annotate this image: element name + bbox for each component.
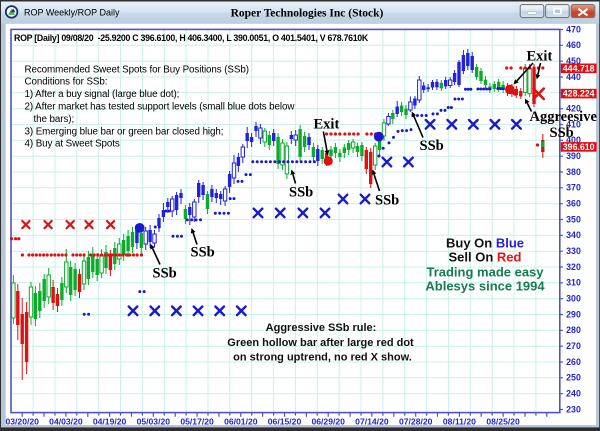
svg-text:320: 320 [566,262,581,272]
svg-text:SSb: SSb [289,185,313,201]
svg-text:Aggressive SSb rule:: Aggressive SSb rule: [266,322,377,334]
svg-text:400: 400 [566,135,581,145]
svg-text:Roper Technologies Inc (Stock): Roper Technologies Inc (Stock) [231,8,384,20]
svg-text:280: 280 [566,325,581,335]
svg-text:Conditions for SSb:: Conditions for SSb: [25,77,108,88]
svg-text:07/14/20: 07/14/20 [355,416,389,426]
svg-text:290: 290 [566,309,581,319]
svg-text:340: 340 [566,230,581,240]
svg-text:Recommended Sweet Spots for Bu: Recommended Sweet Spots for Buy Position… [25,64,249,75]
svg-text:300: 300 [566,294,581,304]
svg-text:350: 350 [566,214,581,224]
svg-text:04/19/20: 04/19/20 [93,416,127,426]
svg-text:on strong uptrend, no red X sh: on strong uptrend, no red X show. [233,352,412,364]
svg-text:380: 380 [566,167,581,177]
svg-text:390: 390 [566,151,581,161]
svg-text:2) After market has tested sup: 2) After market has tested support level… [25,102,296,113]
svg-text:Exit: Exit [314,117,340,133]
svg-text:Sell On Red: Sell On Red [449,250,522,265]
svg-text:04/03/20: 04/03/20 [49,416,83,426]
svg-text:SSb: SSb [191,245,215,261]
svg-text:Green hollow bar after large r: Green hollow bar after large red dot [227,337,414,349]
svg-text:360: 360 [566,199,581,209]
svg-text:4) Buy at Sweet Spots: 4) Buy at Sweet Spots [25,139,120,150]
svg-text:270: 270 [566,341,581,351]
svg-text:ROP [Daily] 09/08/20 -25.9200: ROP [Daily] 09/08/20 -25.9200 C 396.6100… [14,33,369,43]
svg-text:470: 470 [566,24,581,34]
svg-text:08/11/20: 08/11/20 [443,416,476,426]
svg-text:460: 460 [566,40,581,50]
svg-text:05/03/20: 05/03/20 [137,416,171,426]
svg-text:310: 310 [566,278,581,288]
svg-text:06/29/20: 06/29/20 [311,416,345,426]
svg-text:444.718: 444.718 [563,63,595,73]
svg-text:SSb: SSb [375,193,399,209]
svg-text:330: 330 [566,246,581,256]
svg-text:230: 230 [566,404,581,414]
svg-text:06/15/20: 06/15/20 [268,416,302,426]
svg-text:Buy On Blue: Buy On Blue [446,236,524,251]
svg-text:240: 240 [566,389,581,399]
svg-text:370: 370 [566,183,581,193]
svg-text:SSb: SSb [420,138,444,154]
svg-text:Ablesys since 1994: Ablesys since 1994 [425,279,545,294]
svg-text:03/20/20: 03/20/20 [5,416,39,426]
svg-text:ROP Weekly/ROP Daily: ROP Weekly/ROP Daily [24,8,120,18]
svg-text:08/25/20: 08/25/20 [486,416,520,426]
svg-text:3) Emerging blue bar or green: 3) Emerging blue bar or green bar closed… [25,126,224,137]
svg-text:the bars);: the bars); [34,114,75,125]
svg-text:SSb: SSb [550,125,574,141]
svg-text:Aggreesive: Aggreesive [530,109,598,125]
svg-text:440: 440 [566,72,581,82]
svg-text:420: 420 [566,104,581,114]
svg-text:Trading made easy: Trading made easy [426,265,544,280]
svg-text:05/17/20: 05/17/20 [180,416,214,426]
svg-text:260: 260 [566,357,581,367]
svg-text:1) After a buy signal (large b: 1) After a buy signal (large blue dot); [25,89,180,100]
svg-text:428.224: 428.224 [563,89,595,99]
svg-text:396.610: 396.610 [563,142,595,152]
svg-text:07/28/20: 07/28/20 [399,416,433,426]
svg-text:250: 250 [566,373,581,383]
svg-text:450: 450 [566,56,581,66]
svg-text:410: 410 [566,119,581,129]
svg-text:06/01/20: 06/01/20 [224,416,258,426]
svg-text:SSb: SSb [153,266,177,282]
svg-text:Exit: Exit [527,49,553,65]
